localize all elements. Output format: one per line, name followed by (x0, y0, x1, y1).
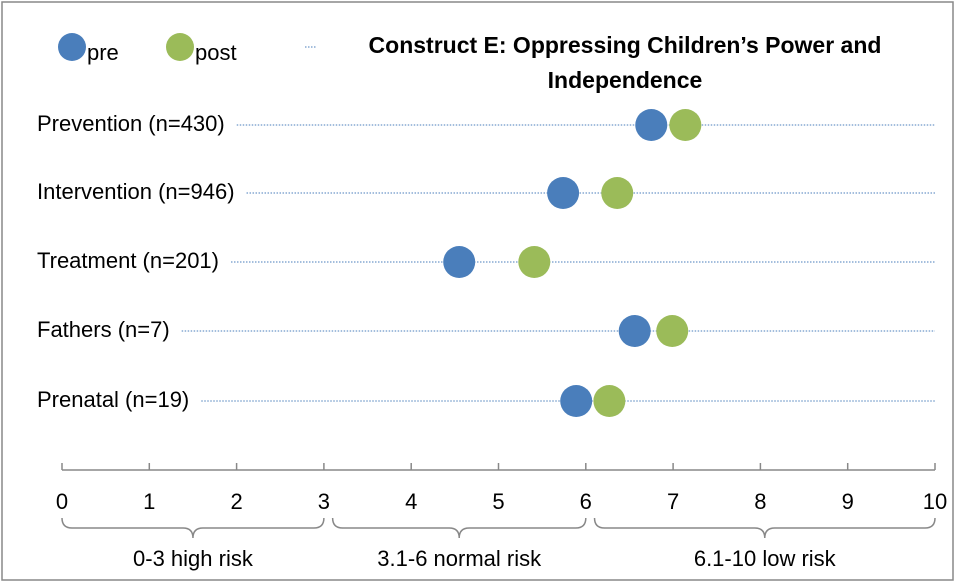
x-tick-label: 2 (230, 489, 242, 514)
category-label: Prenatal (n=19) (37, 387, 189, 412)
category-label: Fathers (n=7) (37, 317, 170, 342)
legend-swatch (166, 33, 194, 61)
x-tick-label: 6 (580, 489, 592, 514)
x-tick-label: 1 (143, 489, 155, 514)
legend-swatch (58, 33, 86, 61)
category-label: Prevention (n=430) (37, 111, 225, 136)
chart-title: Construct E: Oppressing Children’s Power… (369, 32, 882, 58)
x-tick-label: 0 (56, 489, 68, 514)
legend-label: pre (87, 40, 119, 65)
x-tick-label: 8 (754, 489, 766, 514)
category-label: Intervention (n=946) (37, 179, 235, 204)
category-label: Treatment (n=201) (37, 248, 219, 273)
dot (593, 385, 626, 417)
x-tick-label: 5 (492, 489, 504, 514)
chart-title: Independence (548, 67, 703, 93)
dot (547, 177, 580, 209)
x-tick-label: 9 (842, 489, 854, 514)
band-bracket (331, 517, 587, 539)
band-bracket (593, 517, 936, 539)
band-label: 6.1-10 low risk (694, 546, 837, 571)
x-tick-label: 3 (318, 489, 330, 514)
band-bracket (61, 517, 325, 539)
dot (560, 385, 593, 417)
legend-label: post (195, 40, 237, 65)
dot (518, 246, 551, 278)
dot (601, 177, 634, 209)
band-label: 3.1-6 normal risk (377, 546, 542, 571)
x-tick-label: 4 (405, 489, 417, 514)
dot (669, 109, 702, 141)
dot (443, 246, 476, 278)
x-tick-label: 7 (667, 489, 679, 514)
dot (618, 315, 651, 347)
x-tick-label: 10 (923, 489, 947, 514)
dot (656, 315, 689, 347)
band-label: 0-3 high risk (133, 546, 254, 571)
dot (635, 109, 668, 141)
